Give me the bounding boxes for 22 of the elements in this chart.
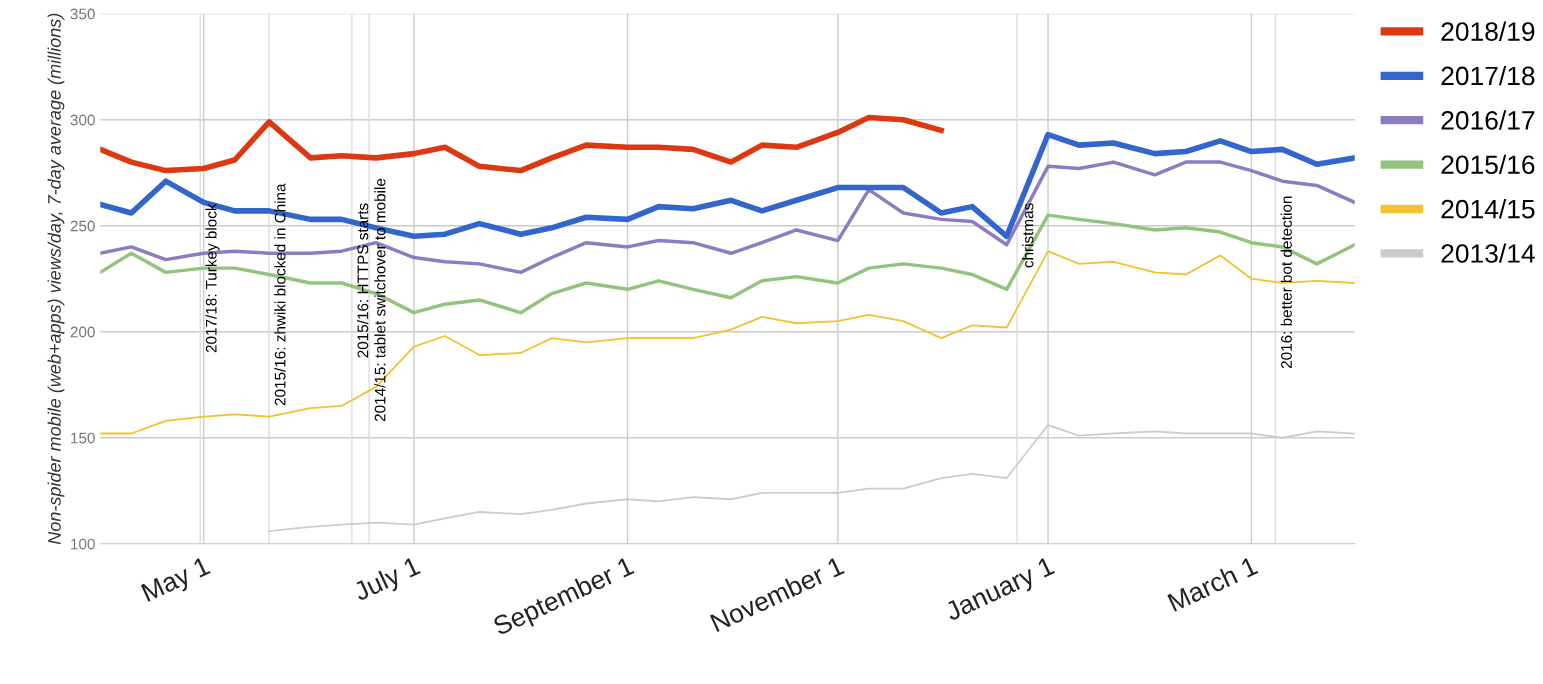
- legend-label: 2013/14: [1441, 243, 1535, 263]
- y-tick-label: 150: [71, 432, 95, 444]
- y-tick-label: 250: [70, 220, 95, 232]
- ref-line-label: 2015/16: zhwiki blocked in China: [274, 183, 286, 406]
- legend-label: 2014/15: [1441, 199, 1535, 219]
- legend-label: 2016/17: [1441, 110, 1535, 130]
- y-tick-label: 100: [71, 538, 95, 550]
- x-tick-label: July 1: [351, 555, 424, 607]
- y-tick-label: 200: [70, 326, 95, 338]
- ref-line-label: 2016: better bot detection: [1280, 196, 1292, 369]
- x-tick-label: March 1: [1166, 555, 1259, 612]
- ref-line-label: 2014/15: tablet switchover to mobile: [374, 178, 386, 422]
- ref-line-label: 2017/18: Turkey block: [205, 203, 220, 353]
- legend-label: 2018/19: [1441, 21, 1535, 41]
- legend-label: 2015/16: [1441, 154, 1535, 175]
- y-tick-label: 350: [70, 8, 95, 20]
- y-axis-title: Non-spider mobile (web+apps) views/day, 7-day average (millions): [47, 13, 65, 545]
- ref-line-label: 2015/16: HTTPS starts: [357, 203, 369, 358]
- legend-label: 2017/18: [1441, 65, 1535, 86]
- ref-line-label: christmas: [1022, 203, 1034, 268]
- x-tick-label: May 1: [140, 556, 213, 607]
- y-tick-label: 300: [70, 114, 95, 126]
